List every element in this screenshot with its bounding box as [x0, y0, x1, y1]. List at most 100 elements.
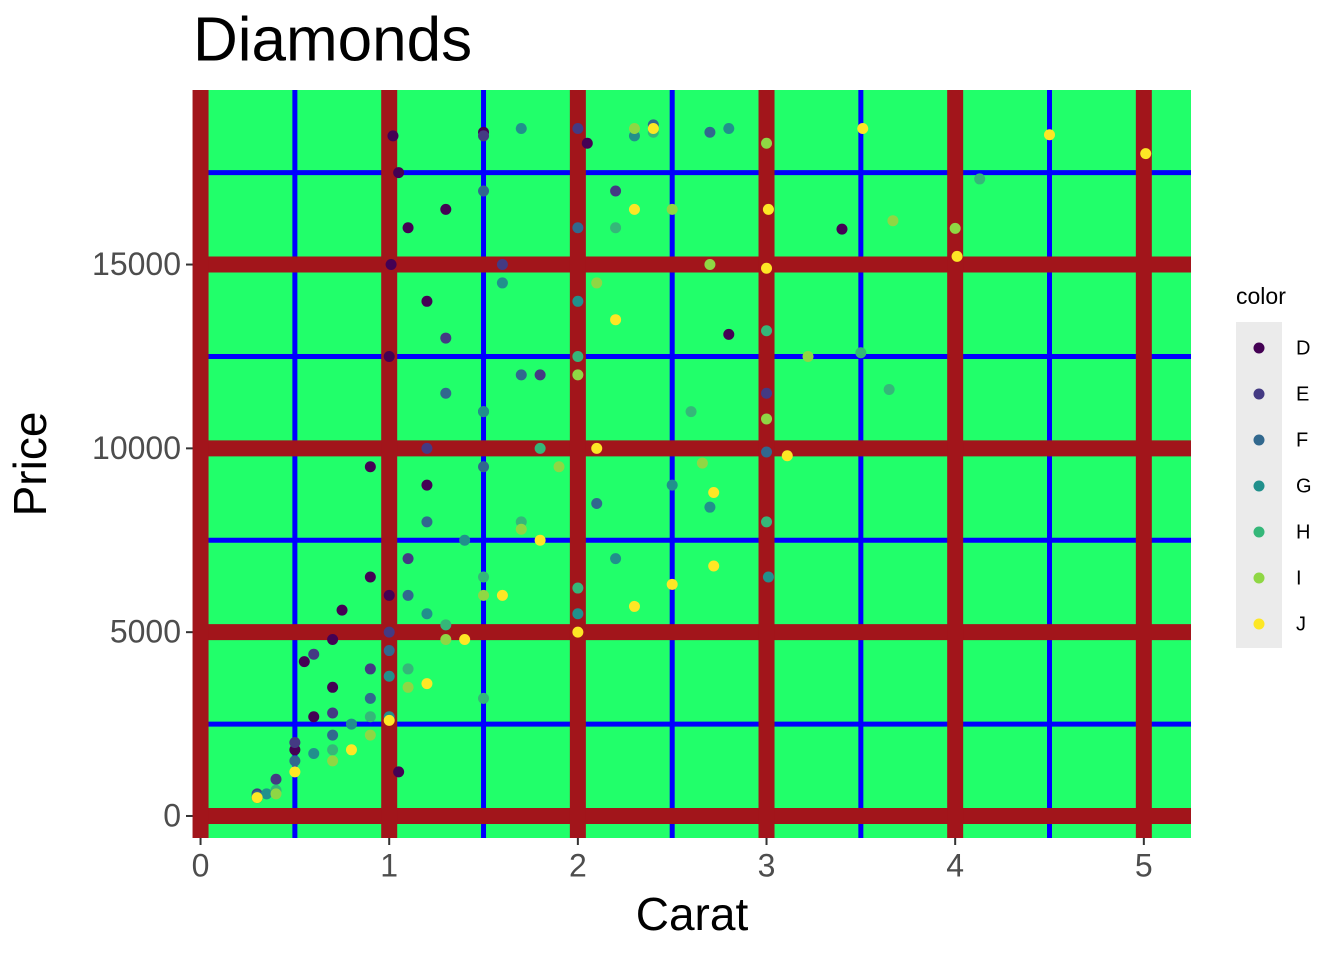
- point: [327, 634, 339, 646]
- point: [628, 123, 640, 135]
- plot-panel: [193, 90, 1191, 838]
- point: [478, 130, 490, 142]
- x-tick-label: 1: [380, 847, 398, 883]
- point: [496, 589, 508, 601]
- point: [1044, 129, 1056, 141]
- point: [761, 262, 773, 274]
- point: [581, 137, 593, 149]
- point: [383, 589, 395, 601]
- point: [628, 203, 640, 215]
- point: [515, 523, 527, 535]
- point: [723, 123, 735, 135]
- point: [781, 450, 793, 462]
- point: [685, 406, 697, 418]
- point: [496, 259, 508, 271]
- x-tick-label: 5: [1135, 847, 1153, 883]
- point: [647, 123, 659, 135]
- legend-label: J: [1296, 613, 1306, 635]
- point: [610, 222, 622, 234]
- point: [387, 130, 399, 142]
- point: [974, 173, 986, 185]
- point: [836, 223, 848, 235]
- point: [628, 600, 640, 612]
- point: [459, 534, 471, 546]
- point: [708, 560, 720, 572]
- legend-label: E: [1296, 383, 1309, 405]
- point: [496, 277, 508, 289]
- y-axis-label: Price: [4, 412, 56, 517]
- point: [298, 656, 310, 668]
- legend-swatch: [1253, 342, 1265, 354]
- legend-swatch: [1253, 526, 1265, 538]
- point: [883, 384, 895, 396]
- point: [364, 663, 376, 675]
- point: [949, 222, 961, 234]
- point: [723, 328, 735, 340]
- point: [553, 461, 565, 473]
- point: [857, 122, 869, 134]
- point: [345, 744, 357, 756]
- x-tick-label: 3: [758, 847, 776, 883]
- point: [402, 222, 414, 234]
- point: [761, 137, 773, 149]
- point: [440, 634, 452, 646]
- point: [385, 259, 397, 271]
- legend-label: G: [1296, 475, 1312, 497]
- point: [440, 203, 452, 215]
- point: [402, 663, 414, 675]
- point: [345, 718, 357, 730]
- point: [393, 766, 405, 778]
- point: [515, 123, 527, 135]
- point: [270, 788, 282, 800]
- point: [855, 347, 867, 359]
- point: [327, 755, 339, 767]
- point: [478, 692, 490, 704]
- x-tick-label: 4: [946, 847, 964, 883]
- point: [696, 457, 708, 469]
- point: [364, 692, 376, 704]
- point: [478, 589, 490, 601]
- point: [383, 350, 395, 362]
- point: [364, 461, 376, 473]
- point: [327, 744, 339, 756]
- legend-swatch: [1253, 388, 1265, 400]
- point: [327, 681, 339, 693]
- point: [251, 792, 263, 804]
- point: [761, 516, 773, 528]
- point: [383, 670, 395, 682]
- point: [572, 222, 584, 234]
- y-tick-label: 10000: [92, 430, 181, 466]
- point: [289, 736, 301, 748]
- point: [421, 295, 433, 307]
- point: [459, 634, 471, 646]
- point: [478, 406, 490, 418]
- point: [383, 626, 395, 638]
- point: [610, 553, 622, 565]
- point: [762, 203, 774, 215]
- point: [802, 350, 814, 362]
- point: [383, 645, 395, 657]
- point: [704, 126, 716, 138]
- point: [402, 681, 414, 693]
- point: [421, 442, 433, 454]
- point: [289, 766, 301, 778]
- point: [364, 729, 376, 741]
- y-tick-label: 5000: [110, 614, 181, 650]
- point: [383, 714, 395, 726]
- point: [572, 295, 584, 307]
- point: [393, 167, 405, 179]
- chart-title: Diamonds: [193, 5, 472, 74]
- point: [708, 486, 720, 498]
- point: [440, 332, 452, 344]
- point: [951, 250, 963, 262]
- point: [478, 461, 490, 473]
- point: [572, 626, 584, 638]
- x-axis-label: Carat: [636, 888, 749, 940]
- point: [761, 325, 773, 337]
- point: [761, 413, 773, 425]
- point: [762, 571, 774, 583]
- point: [591, 277, 603, 289]
- point: [308, 711, 320, 723]
- legend-label: I: [1296, 567, 1302, 589]
